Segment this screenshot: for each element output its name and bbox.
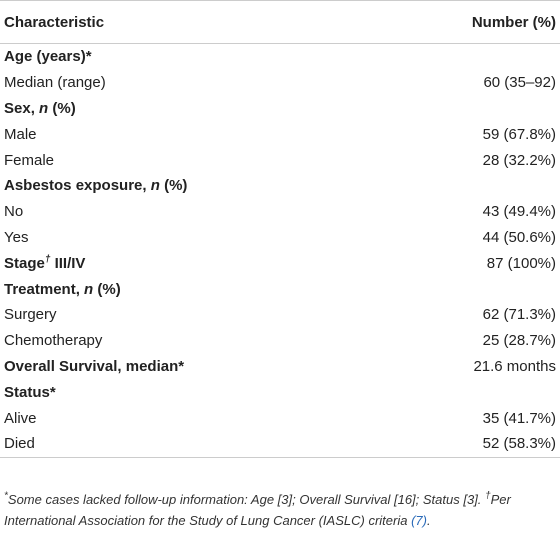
empty-cell xyxy=(378,379,560,405)
heading-text: Sex, xyxy=(4,99,35,117)
footnote-text: Some cases lacked follow-up information:… xyxy=(7,492,482,507)
data-row: Chemotherapy 25 (28.7%) xyxy=(0,328,560,354)
row-value: 44 (50.6%) xyxy=(482,228,556,246)
row-label: Died xyxy=(0,430,378,458)
characteristics-table: Characteristic Number (%) Age (years)* Me… xyxy=(0,0,560,458)
header-cell: Number (%) xyxy=(377,0,560,44)
section-row: Age (years)* xyxy=(0,44,560,70)
section-row: Asbestos exposure, n (%) xyxy=(0,173,560,199)
footnote: *Some cases lacked follow-up information… xyxy=(4,489,556,531)
heading-text: Status* xyxy=(4,383,56,401)
row-value: 25 (28.7%) xyxy=(482,332,556,350)
data-row: Median (range) 60 (35–92) xyxy=(0,70,560,96)
table-body: Age (years)* Median (range) 60 (35–92) Sex,… xyxy=(0,44,560,458)
empty-cell xyxy=(378,44,560,70)
row-label: No xyxy=(4,203,24,221)
row-value: 43 (49.4%) xyxy=(482,203,556,221)
section-row: Status* xyxy=(0,379,560,405)
section-row: Sex, n (%) xyxy=(0,96,560,122)
section-heading: Sex, n (%) xyxy=(0,96,378,122)
heading-italic: n xyxy=(150,177,160,195)
footnote-mark: * xyxy=(4,490,8,502)
row-value: 52 (58.3%) xyxy=(377,430,560,458)
footnote-mark: † xyxy=(485,490,491,502)
heading-text: Asbestos exposure, xyxy=(4,177,147,195)
row-value: 60 (35–92) xyxy=(483,74,556,92)
heading-text: (%) xyxy=(164,177,188,195)
heading-text: Treatment, xyxy=(4,280,80,298)
section-heading: Asbestos exposure, n (%) xyxy=(0,173,378,199)
header-cell: Characteristic xyxy=(0,0,378,44)
empty-cell xyxy=(378,96,560,122)
heading-text: Age (years)* xyxy=(4,48,92,66)
section-row: Stage† III/IV 87 (100%) xyxy=(0,250,560,276)
row-value: 35 (41.7%) xyxy=(482,409,556,427)
row-label: Median (range) xyxy=(4,74,106,92)
section-value: 21.6 months xyxy=(473,357,556,375)
data-row: Alive 35 (41.7%) xyxy=(0,405,560,431)
section-row: Treatment, n (%) xyxy=(0,276,560,302)
section-value: 87 (100%) xyxy=(486,254,556,272)
row-label: Female xyxy=(4,151,55,169)
heading-sup: † xyxy=(44,253,51,265)
row-label: Surgery xyxy=(4,306,57,324)
heading-italic: n xyxy=(39,99,49,117)
data-row: Male 59 (67.8%) xyxy=(0,121,560,147)
section-heading: Status* xyxy=(0,379,378,405)
section-heading: Age (years)* xyxy=(0,44,378,70)
row-value: 59 (67.8%) xyxy=(482,125,556,143)
data-row: Died 52 (58.3%) xyxy=(0,430,560,458)
data-row: Surgery 62 (71.3%) xyxy=(0,302,560,328)
header-row: Characteristic Number (%) xyxy=(0,0,560,44)
section-heading: Treatment, n (%) xyxy=(0,276,378,302)
row-value: 62 (71.3%) xyxy=(482,306,556,324)
row-label: Yes xyxy=(4,228,29,246)
heading-text: Stage xyxy=(4,254,45,272)
data-row: No 43 (49.4%) xyxy=(0,199,560,225)
footnote-text: . xyxy=(426,513,431,528)
row-value: 28 (32.2%) xyxy=(482,151,556,169)
heading-text: III/IV xyxy=(54,254,86,272)
footnote-text: Per International Association for the St… xyxy=(4,492,511,528)
empty-cell xyxy=(378,173,560,199)
heading-text: Overall Survival, median* xyxy=(4,357,185,375)
section-row: Overall Survival, median* 21.6 months xyxy=(0,354,560,380)
section-heading: Overall Survival, median* xyxy=(0,354,378,380)
empty-cell xyxy=(378,276,560,302)
data-row: Yes 44 (50.6%) xyxy=(0,225,560,251)
heading-text: (%) xyxy=(52,99,76,117)
section-heading: Stage† III/IV xyxy=(0,250,378,276)
row-label: Alive xyxy=(4,409,37,427)
data-row: Female 28 (32.2%) xyxy=(0,147,560,173)
row-label: Chemotherapy xyxy=(4,332,103,350)
heading-text: (%) xyxy=(97,280,121,298)
row-label: Male xyxy=(4,125,37,143)
heading-italic: n xyxy=(84,280,94,298)
reference-link[interactable]: (7) xyxy=(411,513,427,528)
